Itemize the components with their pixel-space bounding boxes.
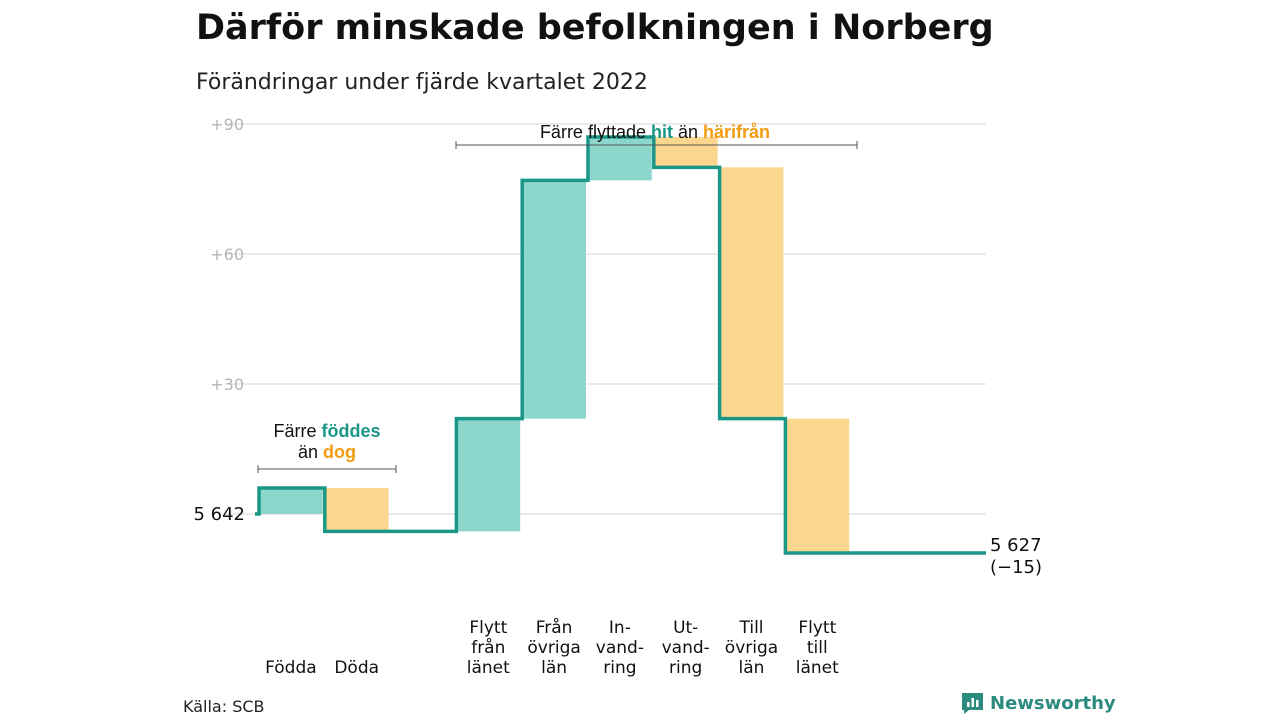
annotation-migration: Färre flyttade hit än härifrån [540,122,770,142]
category-label: länet [796,658,839,678]
category-label: ring [669,658,702,678]
newsworthy-logo: Newsworthy [961,692,1116,715]
y-tick-label: +60 [210,245,244,264]
category-label: Födda [265,658,317,678]
category-label: In- [609,618,631,638]
newsworthy-logo-text: Newsworthy [990,693,1116,714]
category-label: län [541,658,567,678]
source-note: Källa: SCB [183,697,265,716]
bar-3 [456,418,521,532]
annotation-births-line2: än dog [298,442,356,462]
category-label: till [807,638,828,658]
category-label: Ut- [673,618,698,638]
annotation-births-line1: Färre föddes [273,421,380,441]
newsworthy-logo-icon [962,693,983,714]
bar-7 [719,167,784,419]
y-tick-label: +30 [210,375,244,394]
chart-subtitle: Förändringar under fjärde kvartalet 2022 [196,70,648,95]
category-label: Flytt [798,618,836,638]
bar-2 [324,488,389,532]
category-label: övriga [527,638,580,658]
category-label: ring [603,658,636,678]
end-value-label: 5 627 [990,535,1042,556]
category-label: vand- [596,638,644,658]
y-tick-label: +90 [210,115,244,134]
bar-6 [653,137,718,168]
category-label: vand- [662,638,710,658]
category-label: Från [536,617,573,638]
category-label: län [739,658,765,678]
end-change-label: (−15) [990,557,1042,578]
bar-1 [259,488,323,514]
cumulative-step-line [255,135,986,555]
category-label: övriga [725,638,778,658]
bar-8 [785,418,850,553]
start-value-label: 5 642 [193,504,245,525]
category-label: Flytt [469,618,507,638]
chart-title: Därför minskade befolkningen i Norberg [196,8,994,48]
bar-5 [588,137,652,181]
category-label: Döda [334,658,379,678]
bar-4 [522,180,586,419]
category-label: länet [467,658,510,678]
category-label: från [471,637,505,658]
category-label: Till [738,618,763,638]
